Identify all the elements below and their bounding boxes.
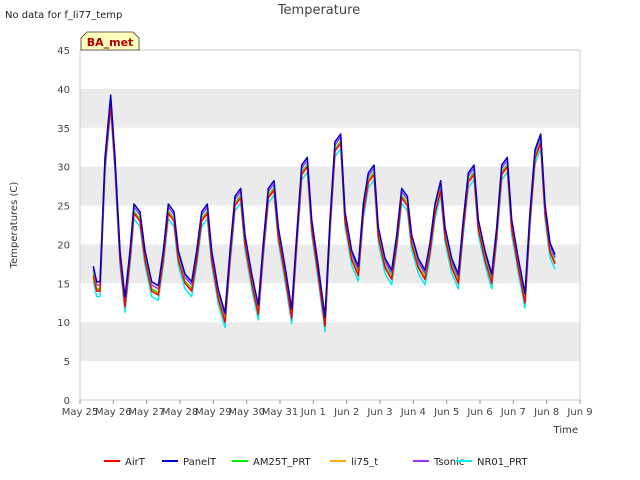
x-tick-label: Jun 3 <box>366 407 392 418</box>
y-axis-ticks: 0 5 10 15 20 25 30 35 40 45 <box>57 46 70 407</box>
y-tick-label: 15 <box>57 279 70 290</box>
y-tick-label: 40 <box>57 85 70 96</box>
ba-met-tag-label: BA_met <box>87 36 134 49</box>
series-line-nr01-prt <box>92 109 556 333</box>
grid-bands <box>80 88 580 362</box>
series-line-panelt <box>92 94 556 318</box>
grid-band <box>80 244 580 284</box>
x-tick-label: Jun 9 <box>566 407 592 418</box>
series-line-li75-t <box>92 102 556 327</box>
x-tick-label: May 26 <box>95 407 132 418</box>
x-tick-label: Jun 2 <box>333 407 359 418</box>
legend-label: PanelT <box>183 457 217 468</box>
y-tick-label: 20 <box>57 240 70 251</box>
legend-label: AirT <box>125 457 146 468</box>
legend-label: AM25T_PRT <box>253 457 312 468</box>
x-tick-label: Jun 6 <box>466 407 492 418</box>
y-tick-label: 10 <box>57 318 70 329</box>
series-line-airt <box>92 103 556 327</box>
y-axis-label: Temperatures (C) <box>9 182 20 270</box>
grid-band <box>80 88 580 128</box>
plot-frame <box>79 49 581 401</box>
x-tick-label: May 29 <box>195 407 232 418</box>
x-tick-label: May 25 <box>62 407 99 418</box>
y-tick-label: 25 <box>57 202 70 213</box>
x-tick-label: Jun 7 <box>500 407 526 418</box>
ba-met-tag: BA_met <box>80 31 140 51</box>
x-tick-label: May 27 <box>128 407 165 418</box>
y-tick-label: 30 <box>57 163 70 174</box>
x-tick-label: Jun 8 <box>533 407 559 418</box>
no-data-note: No data for f_li77_temp <box>5 10 122 21</box>
legend-label: NR01_PRT <box>477 457 528 468</box>
chart-title: Temperature <box>277 3 360 18</box>
x-tick-label: May 31 <box>262 407 299 418</box>
x-tick-label: Jun 5 <box>433 407 459 418</box>
grid-band <box>80 166 580 206</box>
x-tick-label: Jun 4 <box>400 407 426 418</box>
y-tick-label: 0 <box>64 396 70 407</box>
series-line-tsonic <box>92 97 556 321</box>
x-axis-label: Time <box>553 425 578 436</box>
y-tick-label: 35 <box>57 124 70 135</box>
legend: AirT PanelT AM25T_PRT li75_t Tsonic NR01_PRT <box>104 457 528 468</box>
grid-band <box>80 322 580 362</box>
x-tick-label: May 28 <box>162 407 199 418</box>
x-tick-label: Jun 1 <box>300 407 326 418</box>
x-tick-label: May 30 <box>228 407 265 418</box>
legend-label: li75_t <box>351 457 378 468</box>
legend-label: Tsonic <box>433 457 464 468</box>
y-tick-label: 45 <box>57 46 70 57</box>
y-tick-label: 5 <box>64 357 70 368</box>
series-line-am25t-prt <box>92 101 556 325</box>
series-lines <box>92 94 556 333</box>
